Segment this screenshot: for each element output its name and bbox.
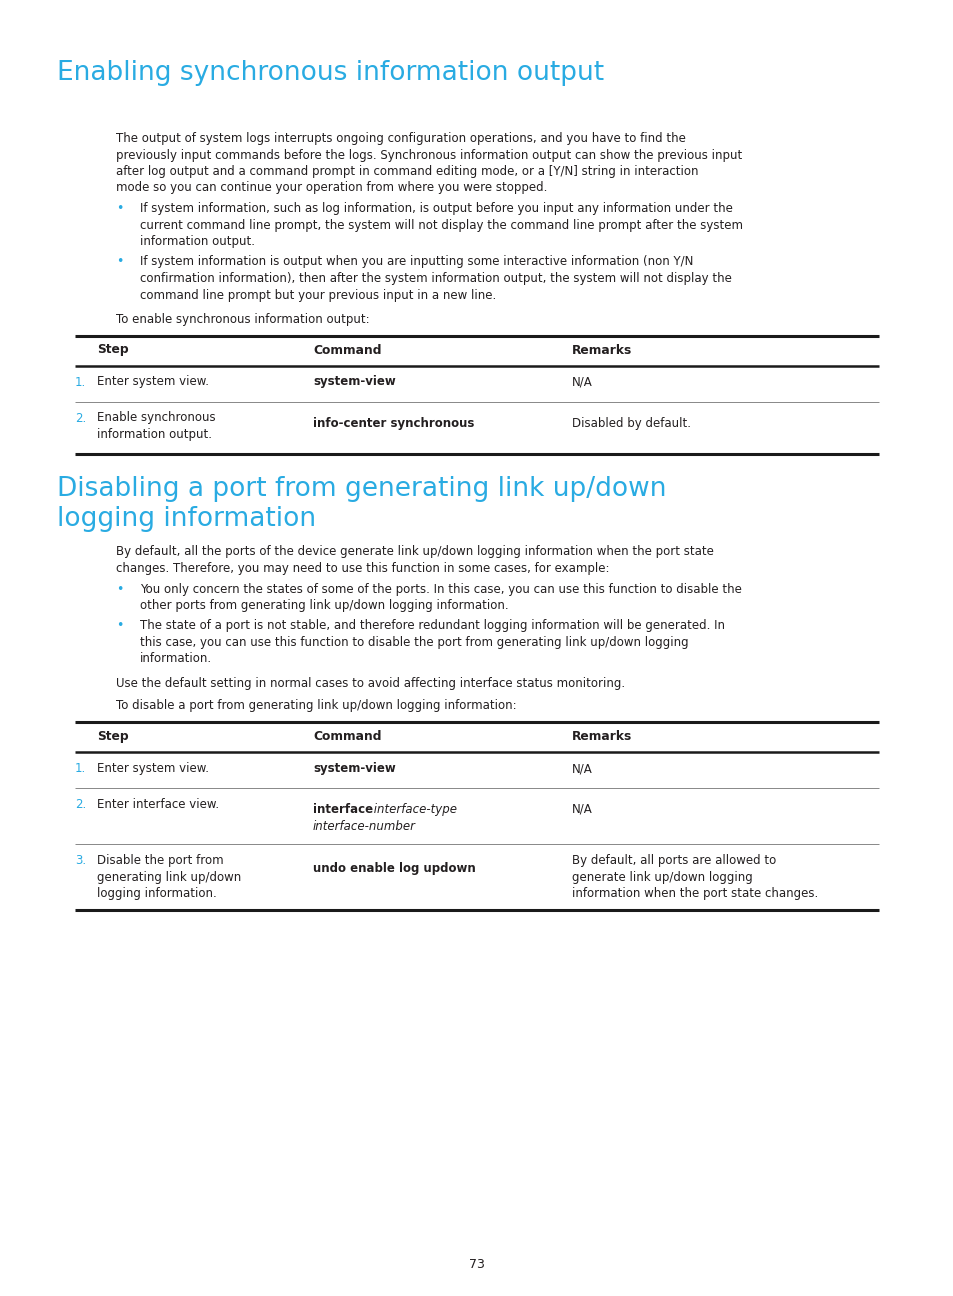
Text: •: •	[116, 255, 123, 268]
Text: The state of a port is not stable, and therefore redundant logging information w: The state of a port is not stable, and t…	[140, 619, 724, 632]
Text: •: •	[116, 582, 123, 595]
Text: information output.: information output.	[140, 235, 254, 248]
Text: interface-number: interface-number	[313, 819, 416, 832]
Text: The output of system logs interrupts ongoing configuration operations, and you h: The output of system logs interrupts ong…	[116, 132, 685, 145]
Text: system-view: system-view	[313, 762, 395, 775]
Text: To disable a port from generating link up/down logging information:: To disable a port from generating link u…	[116, 700, 517, 713]
Text: this case, you can use this function to disable the port from generating link up: this case, you can use this function to …	[140, 636, 688, 649]
Text: •: •	[116, 202, 123, 215]
Text: Step: Step	[97, 343, 129, 356]
Text: •: •	[116, 619, 123, 632]
Text: Use the default setting in normal cases to avoid affecting interface status moni: Use the default setting in normal cases …	[116, 677, 624, 689]
Text: N/A: N/A	[572, 804, 592, 816]
Text: 2.: 2.	[75, 412, 86, 425]
Text: system-view: system-view	[313, 376, 395, 389]
Text: Enter system view.: Enter system view.	[97, 376, 209, 389]
Text: Disabling a port from generating link up/down: Disabling a port from generating link up…	[57, 476, 666, 502]
Text: changes. Therefore, you may need to use this function in some cases, for example: changes. Therefore, you may need to use …	[116, 562, 609, 575]
Text: N/A: N/A	[572, 376, 592, 389]
Text: interface: interface	[313, 804, 373, 816]
Text: generating link up/down: generating link up/down	[97, 871, 241, 884]
Text: Disabled by default.: Disabled by default.	[572, 416, 690, 429]
Text: information.: information.	[140, 652, 212, 666]
Text: By default, all ports are allowed to: By default, all ports are allowed to	[572, 854, 776, 867]
Text: 1.: 1.	[75, 762, 86, 775]
Text: current command line prompt, the system will not display the command line prompt: current command line prompt, the system …	[140, 219, 742, 232]
Text: 1.: 1.	[75, 376, 86, 389]
Text: Enabling synchronous information output: Enabling synchronous information output	[57, 60, 603, 86]
Text: 73: 73	[469, 1258, 484, 1271]
Text: confirmation information), then after the system information output, the system : confirmation information), then after th…	[140, 272, 731, 285]
Text: previously input commands before the logs. Synchronous information output can sh: previously input commands before the log…	[116, 149, 741, 162]
Text: N/A: N/A	[572, 762, 592, 775]
Text: Remarks: Remarks	[572, 730, 632, 743]
Text: If system information is output when you are inputting some interactive informat: If system information is output when you…	[140, 255, 693, 268]
Text: mode so you can continue your operation from where you were stopped.: mode so you can continue your operation …	[116, 181, 547, 194]
Text: Step: Step	[97, 730, 129, 743]
Text: logging information.: logging information.	[97, 886, 216, 899]
Text: By default, all the ports of the device generate link up/down logging informatio: By default, all the ports of the device …	[116, 546, 713, 559]
Text: 3.: 3.	[75, 854, 86, 867]
Text: You only concern the states of some of the ports. In this case, you can use this: You only concern the states of some of t…	[140, 582, 741, 595]
Text: command line prompt but your previous input in a new line.: command line prompt but your previous in…	[140, 289, 496, 302]
Text: Enter system view.: Enter system view.	[97, 762, 209, 775]
Text: logging information: logging information	[57, 505, 315, 531]
Text: Enable synchronous: Enable synchronous	[97, 412, 215, 425]
Text: If system information, such as log information, is output before you input any i: If system information, such as log infor…	[140, 202, 732, 215]
Text: info-center synchronous: info-center synchronous	[313, 416, 474, 429]
Text: Enter interface view.: Enter interface view.	[97, 798, 219, 811]
Text: Command: Command	[313, 343, 381, 356]
Text: information when the port state changes.: information when the port state changes.	[572, 886, 818, 899]
Text: 2.: 2.	[75, 798, 86, 811]
Text: interface-type: interface-type	[370, 804, 456, 816]
Text: To enable synchronous information output:: To enable synchronous information output…	[116, 314, 369, 327]
Text: Remarks: Remarks	[572, 343, 632, 356]
Text: other ports from generating link up/down logging information.: other ports from generating link up/down…	[140, 599, 508, 612]
Text: after log output and a command prompt in command editing mode, or a [Y/N] string: after log output and a command prompt in…	[116, 165, 698, 178]
Text: information output.: information output.	[97, 428, 212, 441]
Text: generate link up/down logging: generate link up/down logging	[572, 871, 752, 884]
Text: Disable the port from: Disable the port from	[97, 854, 223, 867]
Text: Command: Command	[313, 730, 381, 743]
Text: undo enable log updown: undo enable log updown	[313, 862, 476, 875]
